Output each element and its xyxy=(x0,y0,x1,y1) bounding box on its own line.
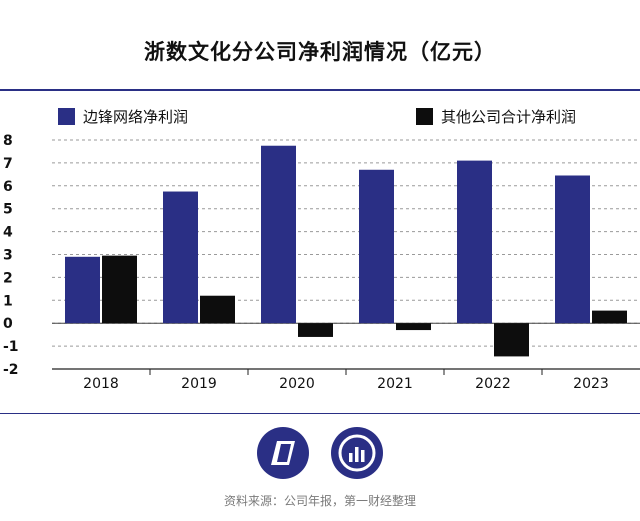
legend-item-biangfeng: 边锋网络净利润 xyxy=(58,106,188,127)
y-tick-label: 4 xyxy=(3,225,13,241)
y-tick-label: 1 xyxy=(3,293,13,309)
y-tick-label: -1 xyxy=(3,339,19,355)
bar-biangfeng-2023 xyxy=(555,175,590,324)
top-divider xyxy=(0,89,640,91)
x-tick-label: 2021 xyxy=(377,376,413,392)
legend-label-biangfeng: 边锋网络净利润 xyxy=(83,108,189,126)
y-tick-label: 7 xyxy=(3,156,13,172)
legend-swatch-black xyxy=(416,108,433,125)
legend-label-others: 其他公司合计净利润 xyxy=(441,108,577,126)
bar-biangfeng-2020 xyxy=(261,145,296,324)
y-tick-label: 0 xyxy=(3,316,13,332)
bar-biangfeng-2022 xyxy=(457,160,492,324)
x-tick-label: 2022 xyxy=(475,376,511,392)
bar-others-2020 xyxy=(298,323,333,337)
chart-title: 浙数文化分公司净利润情况（亿元） xyxy=(144,40,496,64)
bar-others-2019 xyxy=(200,295,235,324)
bar-others-2023 xyxy=(592,310,627,324)
y-tick-label: 6 xyxy=(3,179,13,195)
x-tick-label: 2019 xyxy=(181,376,217,392)
bar-chart: 8 7 6 5 4 3 2 1 0 -1 -2 2018 2019 2020 2021 2022 2023 xyxy=(3,133,640,392)
bar-others-2018 xyxy=(102,255,137,324)
y-tick-label: 8 xyxy=(3,133,13,149)
bar-others-2022 xyxy=(494,323,529,357)
bottom-divider xyxy=(0,413,640,414)
legend-item-others: 其他公司合计净利润 xyxy=(416,106,576,127)
y-tick-label: 5 xyxy=(3,202,13,218)
y-tick-label: 2 xyxy=(3,270,13,286)
parallelogram-logo-icon xyxy=(257,427,309,479)
legend-swatch-navy xyxy=(58,108,75,125)
bar-biangfeng-2019 xyxy=(163,191,198,324)
source-note: 资料来源：公司年报，第一财经整理 xyxy=(223,494,416,508)
y-tick-label: -2 xyxy=(3,362,19,378)
bar-biangfeng-2021 xyxy=(359,169,394,324)
bar-biangfeng-2018 xyxy=(65,256,100,324)
x-tick-label: 2018 xyxy=(83,376,119,392)
bar-chart-logo-icon xyxy=(331,427,383,479)
x-tick-label: 2023 xyxy=(573,376,609,392)
y-tick-label: 3 xyxy=(3,248,13,264)
x-tick-label: 2020 xyxy=(279,376,315,392)
bar-others-2021 xyxy=(396,323,431,331)
